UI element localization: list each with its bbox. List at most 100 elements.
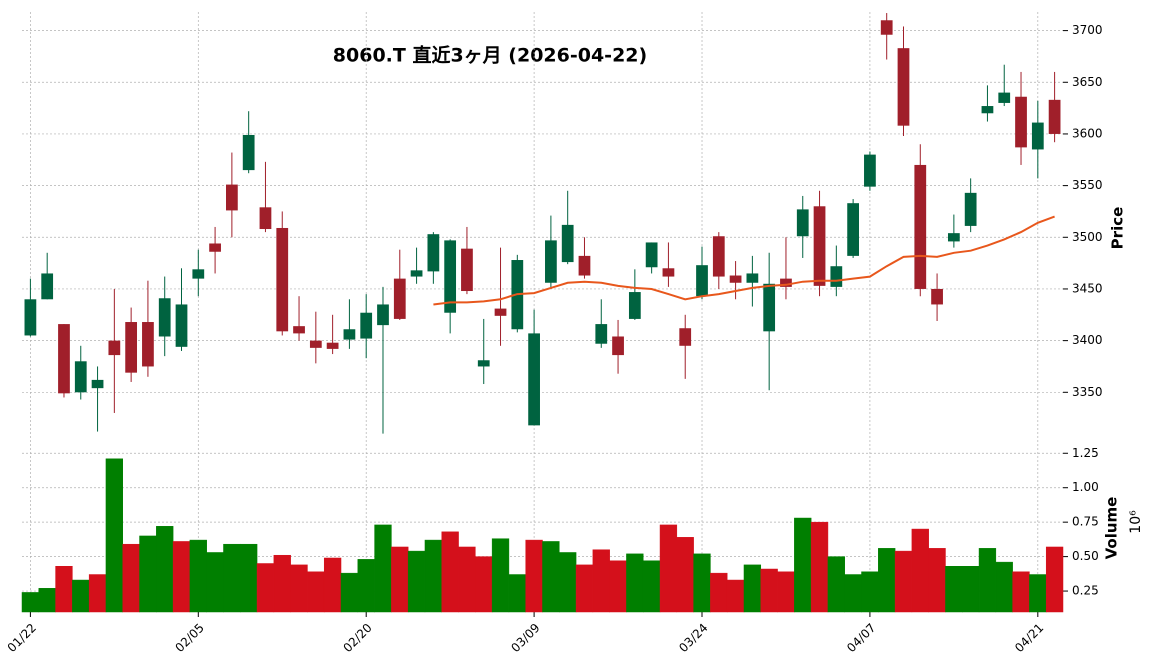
- candle-body: [998, 92, 1011, 103]
- candle-body: [1048, 99, 1061, 134]
- volume-bar: [676, 537, 694, 613]
- volume-bar: [810, 521, 829, 613]
- y-tick-label: 3350: [1072, 385, 1103, 399]
- candle-body: [578, 255, 591, 276]
- candle-body: [528, 333, 540, 426]
- candle-body: [226, 184, 238, 211]
- volume-bar: [609, 560, 627, 613]
- volume-bar: [626, 553, 644, 613]
- candle-body: [444, 240, 457, 313]
- moving-average-line: [433, 215, 1055, 306]
- y-tick-label: 3500: [1072, 230, 1103, 244]
- candle-body: [545, 240, 557, 283]
- volume-bar: [743, 564, 762, 613]
- candle-body: [494, 308, 507, 316]
- volume-bar: [760, 568, 778, 613]
- volume-bar: [777, 571, 795, 613]
- volume-bar: [38, 588, 56, 613]
- volume-bar: [978, 548, 997, 613]
- volume-bar: [1012, 571, 1030, 613]
- volume-bar: [491, 538, 510, 613]
- candle-body: [125, 322, 138, 373]
- volume-bar: [693, 553, 711, 613]
- volume-bar: [172, 541, 191, 613]
- volume-bar: [827, 556, 845, 613]
- candle-body: [343, 329, 356, 340]
- candle-body: [326, 342, 339, 349]
- candle-body: [293, 326, 305, 334]
- volume-bar: [945, 566, 963, 613]
- candle-body: [712, 236, 725, 277]
- volume-bar: [424, 539, 443, 613]
- volume-bar: [441, 531, 459, 613]
- volume-bar: [1029, 574, 1047, 613]
- candle-body: [729, 275, 742, 283]
- candle-body: [981, 106, 994, 114]
- volume-bar: [659, 524, 678, 613]
- volume-bar: [374, 524, 392, 613]
- candle-body: [41, 273, 54, 300]
- volume-bar: [894, 550, 913, 613]
- candle-body: [192, 269, 205, 279]
- volume-bar: [726, 579, 745, 613]
- x-tick-label: 04/07: [844, 621, 878, 655]
- volume-bar: [559, 552, 577, 613]
- volume-bar: [407, 550, 426, 613]
- candle-body: [393, 278, 406, 319]
- volume-tick-label: 0.75: [1072, 515, 1099, 529]
- x-tick-label: 03/09: [508, 621, 542, 655]
- candle-body: [796, 209, 809, 237]
- candle-body: [276, 227, 289, 332]
- volume-bar: [139, 535, 157, 613]
- volume-bar: [962, 566, 980, 613]
- candle-body: [780, 278, 792, 287]
- candle-body: [1031, 122, 1044, 150]
- candle-body: [864, 154, 876, 187]
- y-tick-label: 3700: [1072, 23, 1103, 37]
- volume-bar: [458, 546, 476, 613]
- volume-tick-label: 1.25: [1072, 446, 1099, 460]
- volume-bar: [508, 574, 526, 613]
- volume-bar: [273, 554, 291, 613]
- chart-title: 8060.T 直近3ヶ月 (2026-04-22): [333, 44, 647, 67]
- volume-bar: [240, 543, 258, 613]
- volume-bar: [290, 564, 308, 613]
- y-tick-label: 3450: [1072, 281, 1103, 295]
- candle-body: [259, 207, 272, 230]
- volume-bar: [878, 548, 896, 613]
- x-tick-label: 03/24: [676, 621, 710, 655]
- candle-body: [612, 336, 624, 356]
- candle-body: [175, 304, 188, 347]
- volume-bar: [256, 563, 275, 613]
- volume-axis-label: Volume: [1103, 497, 1121, 560]
- volume-bar: [357, 559, 375, 613]
- volume-bar: [794, 517, 812, 613]
- y-tick-label: 3600: [1072, 126, 1103, 140]
- volume-bar: [592, 549, 610, 613]
- y-tick-label: 3650: [1072, 75, 1103, 89]
- candle-body: [461, 248, 473, 292]
- volume-bar: [575, 564, 594, 613]
- volume-bar: [844, 574, 862, 613]
- candle-body: [242, 134, 255, 171]
- y-axis-label: Price: [1109, 207, 1127, 250]
- candle-body: [158, 298, 171, 337]
- volume-bar: [340, 572, 359, 613]
- volume-bar: [995, 561, 1013, 613]
- candle-body: [696, 265, 708, 297]
- candle-body: [209, 243, 221, 252]
- candle-body: [628, 292, 641, 319]
- candle-body: [847, 203, 859, 256]
- candle-body: [813, 206, 826, 286]
- volume-bar: [475, 556, 493, 613]
- volume-bar: [122, 543, 140, 613]
- candle-body: [309, 340, 322, 348]
- volume-bar: [55, 566, 73, 613]
- volume-bar: [928, 548, 946, 613]
- volume-bar: [156, 526, 174, 613]
- volume-bar: [1045, 546, 1064, 613]
- candle-body: [746, 273, 759, 283]
- candle-body: [477, 360, 490, 367]
- volume-bar: [223, 543, 241, 613]
